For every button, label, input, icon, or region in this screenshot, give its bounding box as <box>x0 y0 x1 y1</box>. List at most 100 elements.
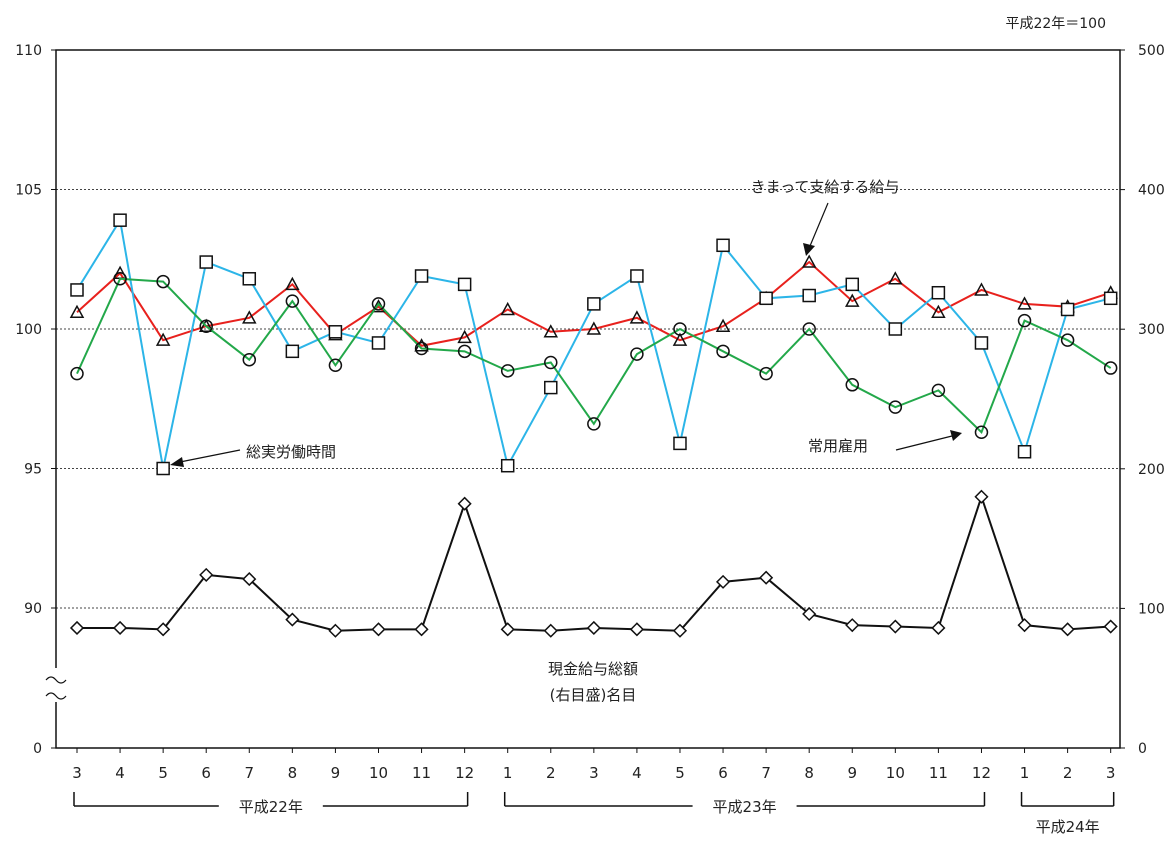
data-point <box>457 277 472 292</box>
data-point <box>931 304 946 319</box>
series-line <box>76 217 1111 469</box>
data-point <box>845 378 860 392</box>
x-tick-label: 8 <box>804 764 814 782</box>
data-point <box>845 618 860 633</box>
data-point <box>285 612 300 627</box>
data-point <box>1060 622 1075 637</box>
year-bracket <box>73 792 469 807</box>
data-point <box>198 318 214 332</box>
series-line <box>77 493 1111 632</box>
series-line <box>76 277 1112 435</box>
data-point <box>414 622 429 637</box>
data-point <box>759 366 773 381</box>
data-point <box>629 622 644 637</box>
year-label: 平成24年 <box>1036 818 1100 836</box>
data-point <box>199 567 214 582</box>
annotation-hours-arrow <box>179 449 241 463</box>
data-point <box>500 458 515 473</box>
data-point <box>888 619 903 634</box>
data-point <box>1060 302 1075 317</box>
data-point <box>974 489 989 504</box>
data-point <box>69 304 85 319</box>
x-tick-label: 1 <box>1020 764 1030 782</box>
annotation-employment: 常用雇用 <box>808 437 868 455</box>
right-tick-label: 500 <box>1138 43 1165 59</box>
right-tick-label: 400 <box>1138 183 1165 199</box>
data-point <box>500 622 515 637</box>
data-point <box>242 310 257 324</box>
data-point <box>974 425 989 439</box>
data-point <box>328 358 343 373</box>
data-point <box>630 347 644 361</box>
data-point <box>1060 333 1075 347</box>
data-point <box>113 272 127 286</box>
data-point <box>1103 619 1118 634</box>
data-point <box>285 344 300 359</box>
data-point <box>715 318 731 332</box>
data-point <box>974 336 989 350</box>
data-point <box>844 293 860 307</box>
data-point <box>931 620 946 636</box>
data-point <box>931 285 946 300</box>
data-point <box>672 623 688 638</box>
data-point <box>629 310 645 324</box>
data-point <box>587 297 601 311</box>
x-tick-label: 3 <box>72 764 82 782</box>
data-point <box>630 269 644 283</box>
series-line <box>76 260 1111 347</box>
plot-frame <box>55 49 1121 749</box>
axis-break <box>45 668 67 702</box>
data-point <box>371 622 386 637</box>
data-point <box>199 319 213 333</box>
data-point <box>1103 291 1118 306</box>
data-point <box>586 620 601 636</box>
x-tick-label: 12 <box>455 764 474 782</box>
data-point <box>888 271 903 285</box>
data-point <box>113 213 127 227</box>
data-point <box>931 383 946 398</box>
axis-break-mark <box>45 692 67 700</box>
annotation-wages: きまって支給する給与 <box>751 178 900 196</box>
annotation-cash-sub: (右目盛)名目 <box>550 686 637 704</box>
x-tick-label: 3 <box>1106 764 1116 782</box>
axis-break-mark <box>45 676 67 684</box>
data-point <box>500 301 515 316</box>
data-point <box>199 255 213 269</box>
data-point <box>673 436 687 451</box>
data-point <box>845 277 860 292</box>
year-bracket <box>503 792 986 807</box>
x-tick-label: 10 <box>886 764 905 782</box>
x-tick-label: 4 <box>632 764 642 782</box>
data-point <box>802 606 817 622</box>
x-tick-label: 5 <box>158 764 168 782</box>
left-tick-label: 0 <box>33 741 42 757</box>
data-point <box>672 332 688 346</box>
x-tick-label: 3 <box>589 764 599 782</box>
data-point <box>242 352 257 367</box>
annotation-employment-arrow <box>895 435 953 451</box>
annotation-cash: 現金給与総額 <box>548 660 638 678</box>
annotation-employment-arrowhead <box>950 430 962 441</box>
year-label: 平成22年 <box>239 798 303 816</box>
data-point <box>371 297 386 311</box>
data-point <box>70 283 84 297</box>
data-point <box>156 274 170 289</box>
x-tick-label: 11 <box>929 764 948 782</box>
data-point <box>801 254 817 268</box>
left-tick-label: 90 <box>24 601 42 617</box>
series-1 <box>70 213 1118 476</box>
x-tick-label: 2 <box>546 764 556 782</box>
right-tick-label: 200 <box>1138 462 1165 478</box>
data-point <box>1017 618 1032 633</box>
x-tick-label: 4 <box>115 764 125 782</box>
x-tick-label: 9 <box>847 764 857 782</box>
data-point <box>69 620 85 636</box>
data-point <box>543 324 559 338</box>
data-point <box>1103 361 1118 375</box>
data-point <box>500 364 515 378</box>
x-tick-label: 2 <box>1063 764 1073 782</box>
data-point <box>543 623 558 638</box>
data-point <box>1017 296 1032 310</box>
